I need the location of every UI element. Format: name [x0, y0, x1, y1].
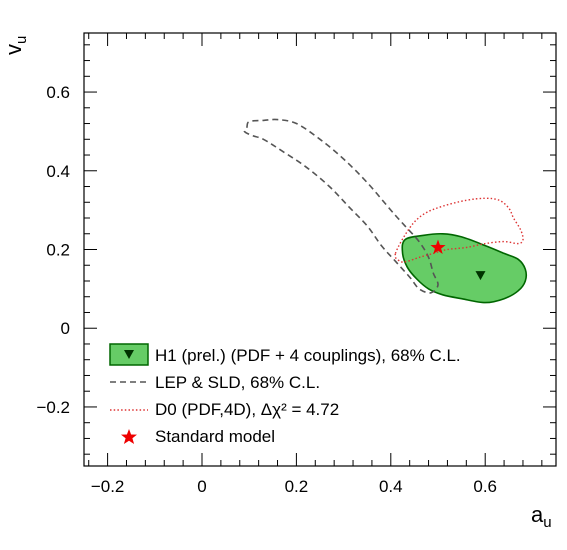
y-tick-label: 0.6	[46, 83, 70, 102]
x-tick-label: 0	[197, 477, 206, 496]
x-tick-label: 0.6	[473, 477, 497, 496]
legend: H1 (prel.) (PDF + 4 couplings), 68% C.L.…	[109, 343, 461, 446]
contour-layer	[243, 118, 527, 304]
legend-star-icon	[121, 429, 137, 444]
legend-entry-h1: H1 (prel.) (PDF + 4 couplings), 68% C.L.	[109, 343, 461, 366]
tick-layer	[84, 33, 556, 466]
legend-label-lep: LEP & SLD, 68% C.L.	[155, 373, 320, 392]
x-tick-labels: −0.2 0 0.2 0.4 0.6	[91, 477, 497, 496]
y-axis-title: vu	[1, 36, 30, 55]
legend-label-h1: H1 (prel.) (PDF + 4 couplings), 68% C.L.	[155, 346, 461, 365]
legend-label-sm: Standard model	[155, 427, 275, 446]
legend-label-d0: D0 (PDF,4D), Δχ² = 4.72	[155, 400, 339, 419]
y-tick-label: 0.2	[46, 241, 70, 260]
y-tick-label: −0.2	[36, 398, 70, 417]
y-tick-label: 0	[61, 319, 70, 338]
x-axis-title: au	[531, 502, 552, 531]
marker-layer	[430, 239, 486, 281]
standard-model-star-icon	[430, 239, 446, 254]
legend-marker-triangle	[124, 350, 134, 359]
legend-entry-sm: Standard model	[121, 427, 275, 446]
x-tick-label: 0.4	[379, 477, 403, 496]
h1-best-fit-marker	[475, 271, 486, 281]
x-tick-label: −0.2	[91, 477, 125, 496]
legend-entry-d0: D0 (PDF,4D), Δχ² = 4.72	[110, 400, 339, 419]
d0-contour	[394, 197, 524, 263]
y-tick-label: 0.4	[46, 162, 70, 181]
legend-entry-lep: LEP & SLD, 68% C.L.	[110, 373, 320, 392]
x-tick-label: 0.2	[285, 477, 309, 496]
y-tick-labels: −0.2 0 0.2 0.4 0.6	[36, 83, 70, 417]
h1-contour	[401, 232, 527, 304]
